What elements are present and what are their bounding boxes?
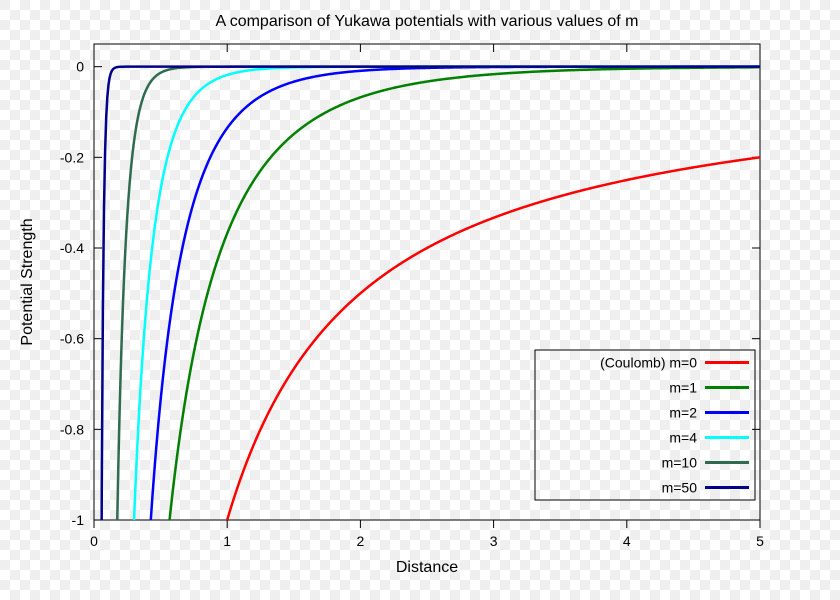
y-tick-label: -0.2: [60, 149, 84, 165]
chart-container: { "chart": { "type": "line", "title": "A…: [0, 0, 840, 600]
y-tick-label: -0.8: [60, 421, 84, 437]
x-tick-label: 3: [490, 533, 498, 549]
legend-label: m=4: [669, 430, 697, 446]
legend-label: m=1: [669, 380, 697, 396]
y-tick-label: -0.6: [60, 331, 84, 347]
x-tick-label: 0: [90, 533, 98, 549]
legend-label: m=2: [669, 405, 697, 421]
x-axis-label: Distance: [396, 559, 458, 576]
legend-label: (Coulomb) m=0: [600, 355, 697, 371]
y-tick-label: 0: [76, 59, 84, 75]
y-tick-label: -1: [72, 512, 85, 528]
legend-label: m=10: [662, 455, 698, 471]
x-tick-label: 2: [357, 533, 365, 549]
x-tick-label: 1: [223, 533, 231, 549]
x-tick-label: 5: [756, 533, 764, 549]
legend-label: m=50: [662, 480, 698, 496]
chart-svg: A comparison of Yukawa potentials with v…: [0, 0, 840, 600]
checker-bg: [0, 0, 840, 600]
y-tick-label: -0.4: [60, 240, 84, 256]
x-tick-label: 4: [623, 533, 631, 549]
chart-title: A comparison of Yukawa potentials with v…: [215, 13, 638, 30]
y-axis-label: Potential Strength: [19, 218, 36, 345]
